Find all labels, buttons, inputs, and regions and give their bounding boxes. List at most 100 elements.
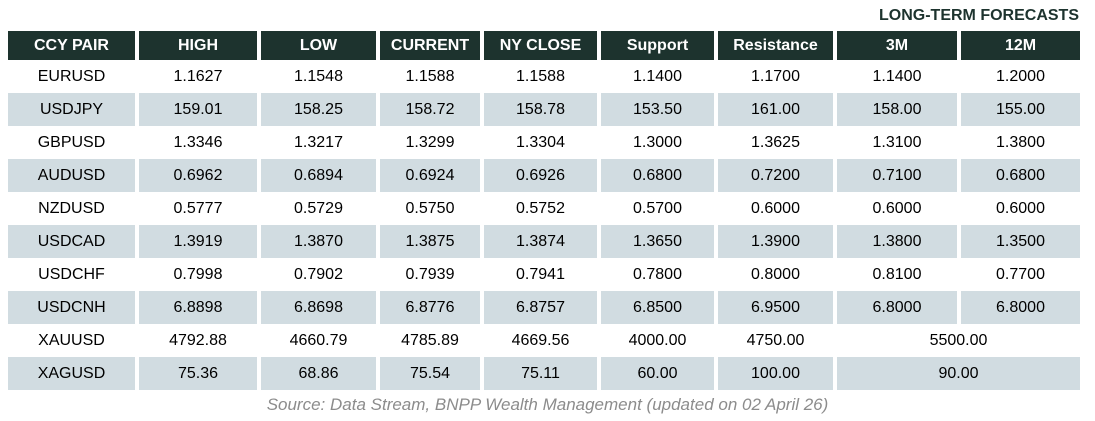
cell: 158.25 [261,93,376,126]
cell: 0.6800 [601,159,714,192]
cell: 1.1700 [751,67,800,85]
pair-cell: NZDUSD [38,199,105,217]
table-row-audusd: AUDUSD 0.6962 0.6894 0.6924 0.6926 0.680… [8,159,1080,192]
cell: 0.7941 [516,265,565,283]
cell: 1.2000 [996,67,1045,85]
cell: 0.6924 [380,159,480,192]
cell: 1.3625 [751,133,800,151]
cell: 1.1588 [516,67,565,85]
pair-cell: USDCAD [8,225,135,258]
cell: 60.00 [601,357,714,390]
cell: 0.6800 [961,159,1080,192]
cell: 159.01 [139,93,257,126]
column-header-resistance: Resistance [718,31,833,60]
pair-cell: GBPUSD [37,133,106,151]
column-header-ny-close: NY CLOSE [484,31,597,60]
table-row-xagusd: XAGUSD 75.36 68.86 75.54 75.11 60.00 100… [8,357,1080,390]
cell: 6.9500 [718,291,833,324]
cell: 0.7200 [718,159,833,192]
pair-cell: AUDUSD [8,159,135,192]
table-row-usdcad: USDCAD 1.3919 1.3870 1.3875 1.3874 1.365… [8,225,1080,258]
cell: 4660.79 [289,331,348,349]
cell: 0.5777 [173,199,223,217]
fx-forecast-table: CCY PAIR HIGH LOW CURRENT NY CLOSE Suppo… [4,31,1084,390]
cell: 0.7939 [405,265,455,283]
header-row: CCY PAIR HIGH LOW CURRENT NY CLOSE Suppo… [8,31,1080,60]
cell: 1.3217 [294,133,343,151]
cell: 1.3000 [633,133,682,151]
cell: 1.1548 [294,67,343,85]
cell: 4669.56 [511,331,570,349]
cell: 158.72 [380,93,480,126]
cell: 0.6962 [139,159,257,192]
cell: 0.5750 [405,199,455,217]
cell: 0.8100 [872,265,922,283]
cell: 4785.89 [401,331,459,349]
cell: 68.86 [261,357,376,390]
pair-cell: XAUUSD [38,331,105,349]
table-row-xauusd: XAUUSD 4792.88 4660.79 4785.89 4669.56 4… [8,324,1080,357]
pair-cell: XAGUSD [8,357,135,390]
cell: 1.1588 [405,67,455,85]
source-attribution: Source: Data Stream, BNPP Wealth Managem… [266,395,829,414]
table-row-nzdusd: NZDUSD 0.5777 0.5729 0.5750 0.5752 0.570… [8,192,1080,225]
cell: 0.6894 [261,159,376,192]
cell: 1.3900 [718,225,833,258]
cell: 1.3500 [961,225,1080,258]
table-row-usdcnh: USDCNH 6.8898 6.8698 6.8776 6.8757 6.850… [8,291,1080,324]
column-header-high: HIGH [139,31,257,60]
column-header-current: CURRENT [380,31,480,60]
cell: 75.54 [380,357,480,390]
column-header-low: LOW [261,31,376,60]
pair-cell: USDJPY [8,93,135,126]
cell: 158.78 [484,93,597,126]
cell: 161.00 [718,93,833,126]
cell: 1.3800 [837,225,957,258]
long-term-forecasts-title: LONG-TERM FORECASTS [879,7,1079,24]
cell: 0.8000 [751,265,800,283]
column-header-ccy-pair: CCY PAIR [8,31,135,60]
pair-cell: USDCHF [38,265,105,283]
cell: 1.1400 [633,67,682,85]
cell: 0.6926 [484,159,597,192]
column-header-12m: 12M [961,31,1080,60]
column-header-support: Support [601,31,714,60]
cell: 0.5700 [633,199,682,217]
cell: 0.7700 [996,265,1045,283]
cell: 1.1627 [173,67,223,85]
cell: 4000.00 [628,331,687,349]
cell: 6.8757 [484,291,597,324]
cell: 0.7902 [294,265,343,283]
pair-cell: EURUSD [37,67,106,85]
cell: 0.5729 [294,199,343,217]
cell: 6.8000 [961,291,1080,324]
cell: 1.3304 [516,133,565,151]
cell: 0.6000 [872,199,922,217]
cell: 6.8776 [380,291,480,324]
cell: 1.3870 [261,225,376,258]
cell: 1.3299 [405,133,455,151]
table-row-usdjpy: USDJPY 159.01 158.25 158.72 158.78 153.5… [8,93,1080,126]
cell: 6.8698 [261,291,376,324]
cell: 1.3874 [484,225,597,258]
cell: 155.00 [961,93,1080,126]
cell: 1.1400 [872,67,922,85]
table-row-usdchf: USDCHF 0.7998 0.7902 0.7939 0.7941 0.780… [8,258,1080,291]
cell: 1.3650 [601,225,714,258]
cell: 0.6000 [996,199,1045,217]
table-row-eurusd: EURUSD 1.1627 1.1548 1.1588 1.1588 1.140… [8,60,1080,93]
cell: 0.5752 [516,199,565,217]
cell: 1.3800 [996,133,1045,151]
table-row-gbpusd: GBPUSD 1.3346 1.3217 1.3299 1.3304 1.300… [8,126,1080,159]
column-header-3m: 3M [837,31,957,60]
cell: 100.00 [718,357,833,390]
cell: 4750.00 [746,331,805,349]
cell: 1.3346 [173,133,223,151]
cell: 1.3875 [380,225,480,258]
cell: 1.3919 [139,225,257,258]
cell: 75.36 [139,357,257,390]
cell: 6.8500 [601,291,714,324]
cell: 0.7100 [837,159,957,192]
cell: 0.7998 [173,265,223,283]
